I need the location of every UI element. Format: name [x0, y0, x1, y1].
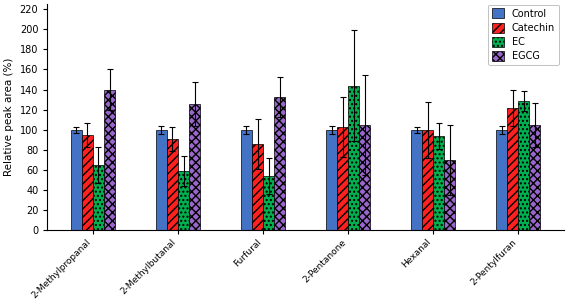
Bar [444, 160, 456, 230]
Bar [82, 135, 93, 230]
Bar [178, 171, 189, 230]
Bar [496, 130, 507, 230]
Legend: Control, Catechin, EC, EGCG: Control, Catechin, EC, EGCG [488, 5, 559, 65]
Bar [411, 130, 422, 230]
Bar [326, 130, 337, 230]
Bar [241, 130, 252, 230]
Bar [529, 125, 540, 230]
Bar [274, 97, 285, 230]
Bar [167, 139, 178, 230]
Bar [359, 125, 370, 230]
Bar [156, 130, 167, 230]
Y-axis label: Relative peak area (%): Relative peak area (%) [4, 58, 14, 176]
Bar [71, 130, 82, 230]
Bar [422, 130, 433, 230]
Bar [93, 165, 104, 230]
Bar [263, 176, 274, 230]
Bar [348, 86, 359, 230]
Bar [433, 136, 444, 230]
Bar [507, 108, 518, 230]
Bar [518, 101, 529, 230]
Bar [104, 90, 115, 230]
Bar [252, 144, 263, 230]
Bar [189, 104, 200, 230]
Bar [337, 127, 348, 230]
